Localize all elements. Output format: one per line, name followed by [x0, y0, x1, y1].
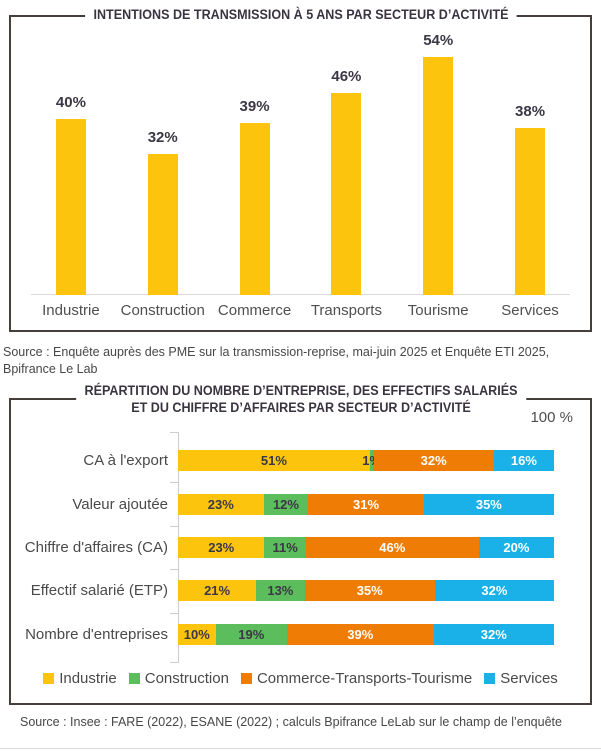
- legend-item-industrie: Industrie: [43, 670, 117, 687]
- legend-label-services: Services: [500, 669, 558, 687]
- segment-construction: 12%: [263, 493, 309, 515]
- legend-swatch-industrie: [43, 672, 55, 684]
- axis-category-label-transports: Transports: [310, 302, 382, 319]
- bar-column-construction: 32%: [117, 129, 209, 295]
- transmission-intentions-chart: INTENTIONS DE TRANSMISSION À 5 ANS PAR S…: [9, 7, 592, 332]
- stacked-row-effectif-salarie-etp: Effectif salarié (ETP) 21% 13% 35% 32%: [11, 569, 590, 612]
- segment-industrie: 51%: [178, 450, 370, 472]
- legend-item-commerce-transports-tourisme: Commerce-Transports-Tourisme: [240, 669, 473, 687]
- category-axis-tick: [170, 612, 179, 614]
- segment-services: 32%: [434, 580, 554, 602]
- legend-label-construction: Construction: [144, 669, 229, 687]
- chart-title-repartition-line2: ET DU CHIFFRE D’AFFAIRES PAR SECTEUR D’A…: [130, 400, 471, 415]
- legend-label-industrie: Industrie: [59, 669, 117, 687]
- transmission-chart-plot-area: 40% 32% 39% 46% 54% 38%: [25, 17, 576, 295]
- segment-construction: 13%: [256, 580, 305, 602]
- page-bottom-divider: [0, 748, 601, 749]
- segment-commerce-transports-tourisme: 31%: [308, 493, 424, 515]
- row-label-valeur-ajoutee: Valeur ajoutée: [72, 495, 168, 513]
- stacked-bar-valeur-ajoutee: 23% 12% 31% 35%: [178, 493, 555, 515]
- segment-commerce-transports-tourisme: 35%: [304, 580, 435, 602]
- transmission-chart-category-axis: Industrie Construction Commerce Transports T…: [25, 295, 576, 319]
- chart-title-repartition-line1: RÉPARTITION DU NOMBRE D’ENTREPRISE, DES …: [84, 383, 517, 398]
- stacked-bar-ca-a-l-export: 51% 1% 32% 16%: [178, 450, 554, 472]
- source-note-repartition: Source : Insee : FARE (2022), ESANE (202…: [20, 715, 562, 729]
- segment-construction: 11%: [264, 536, 306, 558]
- segment-industrie: 23%: [178, 536, 265, 558]
- bar-column-commerce: 39%: [209, 98, 301, 295]
- segment-industrie: 10%: [178, 623, 216, 645]
- category-axis-tick: [170, 525, 179, 527]
- legend-item-services: Services: [484, 670, 558, 687]
- axis-max-label: 100 %: [530, 409, 573, 426]
- bar-column-transports: 46%: [300, 68, 392, 295]
- bar-value-label: 54%: [423, 32, 454, 50]
- stacked-bar-effectif-salarie-etp: 21% 13% 35% 32%: [178, 580, 554, 602]
- legend-swatch-construction: [128, 672, 140, 684]
- axis-category-label-services: Services: [501, 302, 559, 319]
- bar-construction: [147, 154, 178, 295]
- bar-value-label: 40%: [55, 94, 86, 111]
- segment-services: 35%: [423, 493, 555, 515]
- bar-transports: [331, 92, 362, 295]
- stacked-row-valeur-ajoutee: Valeur ajoutée 23% 12% 31% 35%: [11, 482, 590, 525]
- chart-title-transmission: INTENTIONS DE TRANSMISSION À 5 ANS PAR S…: [84, 7, 517, 22]
- bar-value-label: 38%: [515, 102, 546, 120]
- segment-construction: 19%: [215, 623, 288, 645]
- axis-category-label-construction: Construction: [120, 302, 205, 319]
- bar-column-industrie: 40%: [25, 94, 117, 295]
- category-axis-tick: [170, 569, 179, 571]
- stacked-bar-chiffre-d-affaires-ca: 23% 11% 46% 20%: [178, 536, 554, 558]
- row-label-effectif-salarie-etp: Effectif salarié (ETP): [30, 582, 168, 600]
- legend: Industrie Construction Commerce-Transports…: [11, 670, 590, 687]
- legend-swatch-services: [484, 672, 496, 684]
- category-axis-tick: [170, 662, 179, 663]
- segment-industrie: 23%: [178, 493, 264, 515]
- bar-tourisme: [423, 57, 454, 295]
- source-note-transmission: Source : Enquête auprès des PME sur la t…: [3, 345, 550, 376]
- stacked-row-ca-a-l-export: CA à l'export 51% 1% 32% 16%: [11, 439, 590, 482]
- segment-services: 20%: [478, 536, 554, 558]
- segment-services: 16%: [493, 450, 554, 472]
- row-label-chiffre-d-affaires-ca: Chiffre d'affaires (CA): [24, 538, 168, 556]
- legend-label-commerce-transports-tourisme: Commerce-Transports-Tourisme: [256, 669, 473, 687]
- bar-value-label: 32%: [147, 129, 178, 147]
- row-label-ca-a-l-export: CA à l'export: [83, 452, 168, 470]
- stacked-row-chiffre-d-affaires-ca: Chiffre d'affaires (CA) 23% 11% 46% 20%: [11, 526, 590, 569]
- segment-services: 32%: [433, 623, 554, 645]
- segment-commerce-transports-tourisme: 32%: [373, 450, 494, 472]
- row-label-nombre-d-entreprises: Nombre d'entreprises: [25, 625, 168, 643]
- bar-commerce: [239, 123, 270, 295]
- bar-services: [515, 127, 546, 295]
- legend-swatch-commerce-transports-tourisme: [240, 672, 252, 684]
- bar-industrie: [55, 119, 86, 295]
- segment-commerce-transports-tourisme: 46%: [305, 536, 479, 558]
- bar-column-tourisme: 54%: [392, 32, 484, 295]
- category-axis-tick: [170, 432, 179, 433]
- axis-category-label-tourisme: Tourisme: [407, 302, 469, 319]
- bar-value-label: 46%: [331, 67, 362, 85]
- category-axis-tick: [170, 482, 179, 484]
- segment-commerce-transports-tourisme: 39%: [287, 623, 434, 645]
- bar-column-services: 38%: [484, 103, 576, 295]
- axis-category-label-industrie: Industrie: [42, 302, 100, 319]
- legend-item-construction: Construction: [128, 669, 229, 687]
- bar-value-label: 39%: [239, 98, 270, 116]
- stacked-bar-nombre-d-entreprises: 10% 19% 39% 32%: [178, 623, 554, 645]
- axis-category-label-commerce: Commerce: [217, 302, 292, 319]
- chart-title-repartition: RÉPARTITION DU NOMBRE D’ENTREPRISE, DES …: [75, 382, 526, 416]
- stacked-row-nombre-d-entreprises: Nombre d'entreprises 10% 19% 39% 32%: [11, 613, 590, 656]
- segment-industrie: 21%: [178, 580, 257, 602]
- repartition-chart-plot-area: CA à l'export 51% 1% 32% 16% Valeur ajoutée 23…: [11, 432, 590, 663]
- x-axis-baseline: [31, 294, 570, 295]
- repartition-stacked-chart: RÉPARTITION DU NOMBRE D’ENTREPRISE, DES …: [9, 382, 592, 705]
